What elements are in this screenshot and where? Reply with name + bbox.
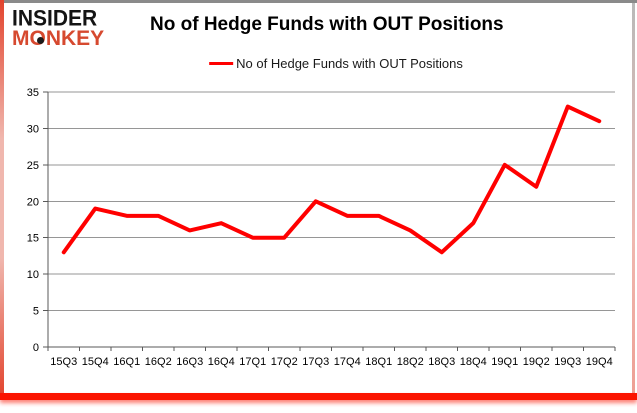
svg-text:17Q2: 17Q2 bbox=[271, 356, 298, 368]
legend-label: No of Hedge Funds with OUT Positions bbox=[236, 56, 463, 71]
svg-text:10: 10 bbox=[27, 269, 39, 281]
svg-text:16Q1: 16Q1 bbox=[113, 356, 140, 368]
svg-text:16Q4: 16Q4 bbox=[208, 356, 235, 368]
legend-line-swatch bbox=[209, 62, 234, 65]
svg-text:0: 0 bbox=[33, 342, 39, 354]
chart-title: No of Hedge Funds with OUT Positions bbox=[150, 14, 504, 35]
svg-text:17Q1: 17Q1 bbox=[239, 356, 266, 368]
svg-text:19Q2: 19Q2 bbox=[523, 356, 550, 368]
svg-text:25: 25 bbox=[27, 160, 39, 172]
monkey-eye-icon bbox=[37, 37, 44, 44]
insider-monkey-logo: INSIDER MONKEY bbox=[12, 6, 105, 50]
svg-text:19Q3: 19Q3 bbox=[554, 356, 581, 368]
svg-text:15Q3: 15Q3 bbox=[50, 356, 77, 368]
svg-text:18Q3: 18Q3 bbox=[428, 356, 455, 368]
svg-text:17Q4: 17Q4 bbox=[334, 356, 361, 368]
svg-text:15Q4: 15Q4 bbox=[82, 356, 109, 368]
svg-text:20: 20 bbox=[27, 196, 39, 208]
chart-legend: No of Hedge Funds with OUT Positions bbox=[209, 56, 463, 71]
svg-text:15: 15 bbox=[27, 233, 39, 245]
svg-text:30: 30 bbox=[27, 123, 39, 135]
svg-text:19Q4: 19Q4 bbox=[586, 356, 613, 368]
svg-text:18Q1: 18Q1 bbox=[365, 356, 392, 368]
svg-text:16Q2: 16Q2 bbox=[145, 356, 172, 368]
svg-text:19Q1: 19Q1 bbox=[491, 356, 518, 368]
logo-line-insider: INSIDER bbox=[12, 6, 98, 31]
svg-text:17Q3: 17Q3 bbox=[302, 356, 329, 368]
svg-text:35: 35 bbox=[27, 87, 39, 99]
logo-line-monkey: MONKEY bbox=[12, 27, 105, 50]
svg-text:16Q3: 16Q3 bbox=[176, 356, 203, 368]
svg-text:5: 5 bbox=[33, 306, 39, 318]
svg-text:18Q2: 18Q2 bbox=[397, 356, 424, 368]
svg-text:18Q4: 18Q4 bbox=[460, 356, 487, 368]
